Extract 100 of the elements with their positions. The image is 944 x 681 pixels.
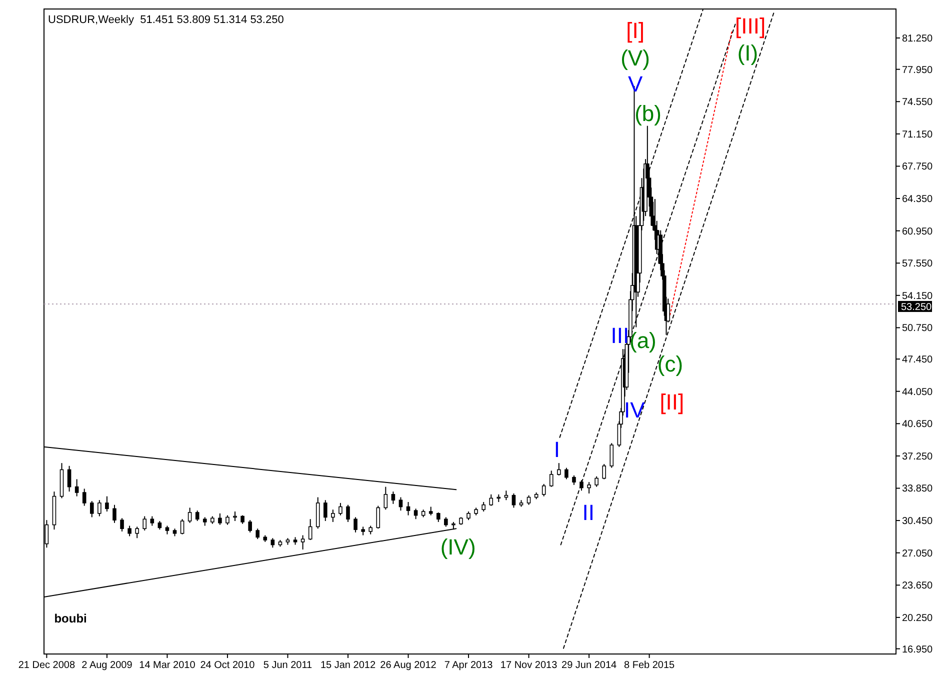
annotation: [II] [660,389,684,414]
annotation: V [628,71,643,96]
annotation: (c) [657,351,684,376]
y-tick-label: 33.850 [902,484,934,495]
annotation: (IV) [440,534,476,560]
candlestick [587,482,591,494]
y-tick-label: 30.450 [902,516,934,528]
candlestick [180,518,184,535]
candlestick [580,480,584,492]
ref-line-label: 53.250 [901,302,932,313]
candlestick [324,500,328,522]
x-tick-label: 7 Apr 2013 [444,660,494,671]
candlestick [188,507,192,524]
candlestick [602,464,606,480]
candlestick [391,491,396,504]
candlestick [414,508,418,520]
annotation: (b) [634,100,662,126]
x-tick-label: 8 Feb 2015 [624,660,676,671]
y-tick-label: 23.650 [902,580,934,592]
candlestick [331,509,335,522]
x-tick-label: 2 Aug 2009 [82,660,133,671]
candlestick [256,528,260,540]
candlestick [376,505,380,530]
candlestick [512,492,516,508]
candlestick [226,514,230,526]
x-tick-label: 14 Mar 2010 [139,660,196,671]
candlestick [549,470,554,488]
candlestick [398,496,403,512]
candlestick [542,483,546,497]
candlestick [98,500,102,517]
x-tick-label: 26 Aug 2012 [380,660,437,671]
candlestick [74,478,79,497]
y-tick-label: 20.250 [902,612,934,624]
y-tick-label: 57.550 [902,258,934,270]
y-tick-label: 64.350 [902,194,934,206]
y-tick-label: 16.950 [902,644,934,656]
y-tick-label: 44.050 [902,386,934,398]
candlestick [564,467,568,480]
annotation: IV [624,398,646,423]
x-tick-label: 5 Jun 2011 [263,660,313,671]
candlestick [384,486,388,510]
candlestick [338,502,342,516]
candlestick [594,476,598,488]
x-tick-label: 21 Dec 2008 [18,660,76,671]
candlestick [135,526,139,539]
candlestick [572,474,576,486]
candlestick [526,494,531,506]
candlestick [346,504,350,522]
candlestick [270,538,275,548]
candlestick [406,502,410,516]
x-tick-label: 24 Oct 2010 [200,660,256,671]
annotation: II [582,500,595,526]
candlestick [482,502,486,512]
candlestick [248,520,252,533]
candlestick [308,518,312,541]
chart-title: USDRUR,Weekly 51.451 53.809 51.314 53.250 [48,14,284,26]
candlestick [195,510,200,522]
y-tick-label: 60.950 [902,226,934,238]
y-tick-label: 37.250 [902,451,934,462]
y-tick-label: 71.150 [902,129,934,140]
candlestick [67,465,72,492]
candlestick [150,516,154,526]
candlestick [300,534,305,550]
candlestick [436,512,440,522]
annotation: boubi [54,612,87,626]
candlestick [105,496,109,512]
y-tick-label: 27.050 [902,548,934,560]
annotation: (V) [620,46,650,71]
candlestick [82,488,86,506]
x-tick-label: 17 Nov 2013 [500,660,558,671]
candlestick [90,500,94,518]
candlestick [128,525,132,537]
annotation: I [554,437,560,462]
y-tick-label: 81.250 [902,33,934,44]
candlestick [142,516,147,532]
candlestick [557,462,561,476]
candlestick [354,516,358,533]
candlestick [444,516,448,528]
annotation: [I] [626,18,644,43]
annotation: (I) [737,40,758,66]
x-tick-label: 29 Jun 2014 [562,660,617,671]
candlestick [489,494,494,506]
y-tick-label: 50.750 [902,323,934,334]
annotation: III [610,322,630,348]
annotation: (a) [630,328,656,354]
candlestick [610,442,614,468]
y-tick-label: 77.950 [902,64,934,76]
y-tick-label: 40.650 [902,419,934,430]
candlestick [316,496,320,530]
y-tick-label: 47.450 [902,354,934,366]
y-tick-label: 67.750 [902,162,934,173]
candlestick [120,518,124,532]
candlestick [112,504,116,524]
y-tick-label: 54.150 [902,290,934,302]
candlestick [504,490,508,501]
candlestick [233,511,237,522]
y-tick-label: 74.550 [902,97,934,108]
candlestick [218,512,222,526]
annotation: [III] [735,13,766,38]
x-tick-label: 15 Jan 2012 [320,660,376,671]
